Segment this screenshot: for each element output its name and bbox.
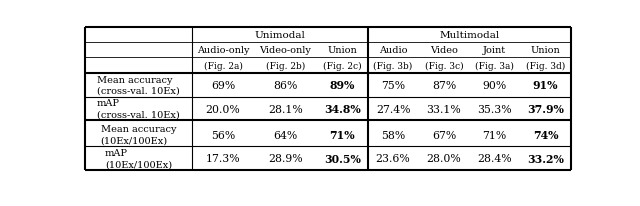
Text: Video: Video [430,46,458,55]
Text: 86%: 86% [273,80,298,90]
Text: 69%: 69% [211,80,236,90]
Text: Mean accuracy
(10Ex/100Ex): Mean accuracy (10Ex/100Ex) [100,125,176,145]
Text: 27.4%: 27.4% [376,104,410,114]
Text: (Fig. 3b): (Fig. 3b) [373,61,413,70]
Text: 91%: 91% [533,80,558,91]
Text: 75%: 75% [381,80,405,90]
Text: 28.4%: 28.4% [477,153,512,163]
Text: 67%: 67% [432,130,456,140]
Text: Unimodal: Unimodal [254,31,305,40]
Text: 33.2%: 33.2% [527,153,564,164]
Text: Audio-only: Audio-only [197,46,250,55]
Text: 89%: 89% [330,80,355,91]
Text: 64%: 64% [273,130,298,140]
Text: (Fig. 2b): (Fig. 2b) [266,61,305,70]
Text: Union: Union [327,46,357,55]
Text: Mean accuracy
(cross-val. 10Ex): Mean accuracy (cross-val. 10Ex) [97,75,180,95]
Text: 20.0%: 20.0% [205,104,241,114]
Text: 17.3%: 17.3% [206,153,241,163]
Text: mAP
(cross-val. 10Ex): mAP (cross-val. 10Ex) [97,99,180,119]
Text: 71%: 71% [483,130,507,140]
Text: (Fig. 3c): (Fig. 3c) [424,61,463,70]
Text: 71%: 71% [330,129,355,140]
Text: (Fig. 3d): (Fig. 3d) [526,61,565,70]
Text: 30.5%: 30.5% [324,153,360,164]
Text: 23.6%: 23.6% [376,153,410,163]
Text: Audio: Audio [379,46,407,55]
Text: 74%: 74% [533,129,558,140]
Text: 58%: 58% [381,130,405,140]
Text: (Fig. 2c): (Fig. 2c) [323,61,362,70]
Text: 37.9%: 37.9% [527,103,564,115]
Text: Video-only: Video-only [260,46,312,55]
Text: Joint: Joint [483,46,506,55]
Text: 56%: 56% [211,130,236,140]
Text: mAP
(10Ex/100Ex): mAP (10Ex/100Ex) [105,149,172,169]
Text: 28.9%: 28.9% [268,153,303,163]
Text: 28.1%: 28.1% [268,104,303,114]
Text: Multimodal: Multimodal [439,31,499,40]
Text: (Fig. 3a): (Fig. 3a) [476,61,514,70]
Text: 28.0%: 28.0% [426,153,461,163]
Text: 87%: 87% [432,80,456,90]
Text: 34.8%: 34.8% [324,103,360,115]
Text: Union: Union [531,46,561,55]
Text: (Fig. 2a): (Fig. 2a) [204,61,243,70]
Text: 90%: 90% [483,80,507,90]
Text: 33.1%: 33.1% [426,104,461,114]
Text: 35.3%: 35.3% [477,104,512,114]
